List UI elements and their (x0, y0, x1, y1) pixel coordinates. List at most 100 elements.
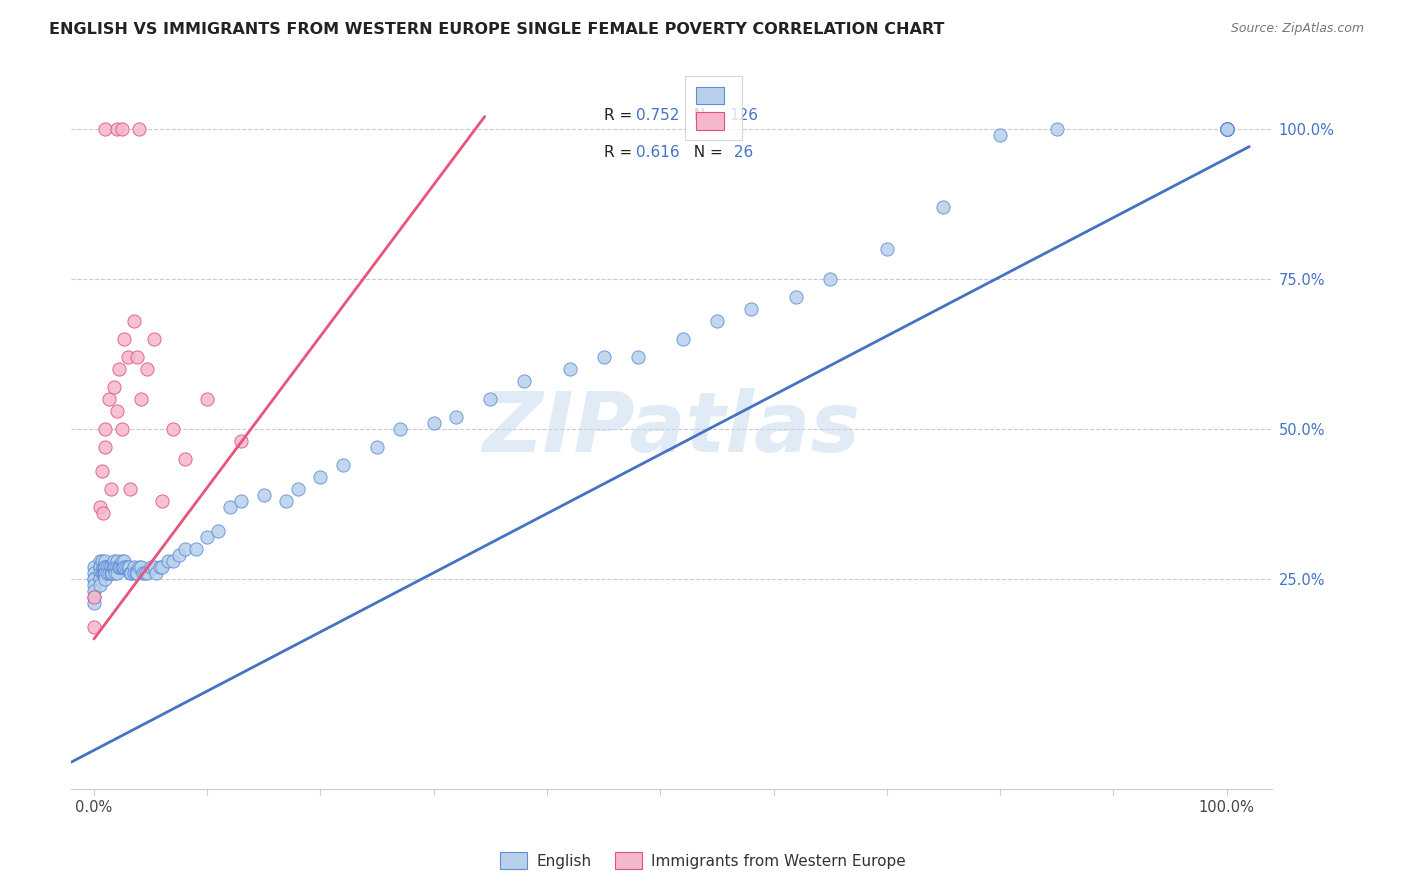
Point (89, 560, 111, 574)
Point (422, 416, 444, 430)
Point (101, 566, 124, 580)
Point (1215, 121, 1237, 136)
Point (100, 482, 122, 496)
Point (818, 271, 841, 285)
Point (195, 392, 218, 406)
Point (932, 200, 955, 214)
Point (1215, 121, 1237, 136)
Point (105, 566, 128, 580)
Point (83, 590, 105, 604)
Point (131, 566, 153, 580)
Point (1215, 121, 1237, 136)
Text: Source: ZipAtlas.com: Source: ZipAtlas.com (1230, 22, 1364, 36)
Point (94, 422, 117, 436)
Point (94, 560, 117, 574)
Point (128, 121, 150, 136)
Point (111, 560, 134, 574)
Point (231, 494, 253, 508)
Point (1215, 121, 1237, 136)
Point (103, 560, 125, 574)
Point (111, 121, 134, 136)
Point (139, 560, 162, 574)
Point (104, 560, 127, 574)
Point (114, 560, 136, 574)
Point (156, 554, 179, 568)
Point (142, 560, 165, 574)
Point (122, 314, 145, 328)
Point (706, 314, 728, 328)
Point (89, 578, 111, 592)
Point (1215, 121, 1237, 136)
Text: 126: 126 (730, 108, 758, 123)
Point (83, 596, 105, 610)
Point (105, 554, 128, 568)
Point (111, 554, 134, 568)
Text: ENGLISH VS IMMIGRANTS FROM WESTERN EUROPE SINGLE FEMALE POVERTY CORRELATION CHAR: ENGLISH VS IMMIGRANTS FROM WESTERN EUROP… (49, 22, 945, 37)
Point (1215, 121, 1237, 136)
Text: R =: R = (605, 108, 637, 123)
Point (1215, 121, 1237, 136)
Point (195, 530, 218, 544)
Point (114, 560, 136, 574)
Point (114, 554, 136, 568)
Legend: , : , (685, 76, 742, 140)
Point (740, 301, 762, 316)
Point (120, 566, 142, 580)
Point (105, 560, 128, 574)
Point (150, 560, 173, 574)
Point (90, 464, 112, 478)
Point (94, 560, 117, 574)
Point (1215, 121, 1237, 136)
Point (93, 560, 115, 574)
Point (117, 560, 139, 574)
Text: R =: R = (605, 145, 637, 161)
Point (94, 572, 117, 586)
Point (207, 524, 229, 538)
Point (1215, 121, 1237, 136)
Point (122, 560, 145, 574)
Point (94, 440, 117, 454)
Point (94, 566, 117, 580)
Text: 26: 26 (730, 145, 754, 161)
Point (94, 566, 117, 580)
Point (114, 332, 136, 346)
Point (446, 409, 468, 424)
Point (91, 506, 114, 520)
Point (112, 560, 135, 574)
Point (672, 332, 695, 346)
Legend: English, Immigrants from Western Europe: English, Immigrants from Western Europe (494, 846, 912, 875)
Point (150, 494, 173, 508)
Point (876, 242, 898, 256)
Point (287, 482, 309, 496)
Point (104, 566, 127, 580)
Point (83, 566, 105, 580)
Point (108, 361, 131, 376)
Point (100, 560, 122, 574)
Point (96, 560, 118, 574)
Point (558, 361, 581, 376)
Point (100, 566, 122, 580)
Point (108, 560, 131, 574)
Point (105, 121, 128, 136)
Text: ZIPatlas: ZIPatlas (482, 388, 860, 469)
Point (1215, 121, 1237, 136)
Point (1215, 121, 1237, 136)
Point (83, 590, 105, 604)
Point (218, 500, 240, 514)
Point (131, 560, 153, 574)
Point (105, 404, 128, 418)
Point (1215, 121, 1237, 136)
Point (162, 554, 184, 568)
Point (309, 470, 332, 484)
Point (118, 560, 141, 574)
Point (83, 584, 105, 599)
Point (111, 422, 134, 436)
Point (122, 566, 145, 580)
Point (120, 566, 142, 580)
Point (103, 554, 125, 568)
Point (89, 566, 111, 580)
Point (1215, 121, 1237, 136)
Point (128, 560, 150, 574)
Point (136, 361, 159, 376)
Point (117, 350, 139, 364)
